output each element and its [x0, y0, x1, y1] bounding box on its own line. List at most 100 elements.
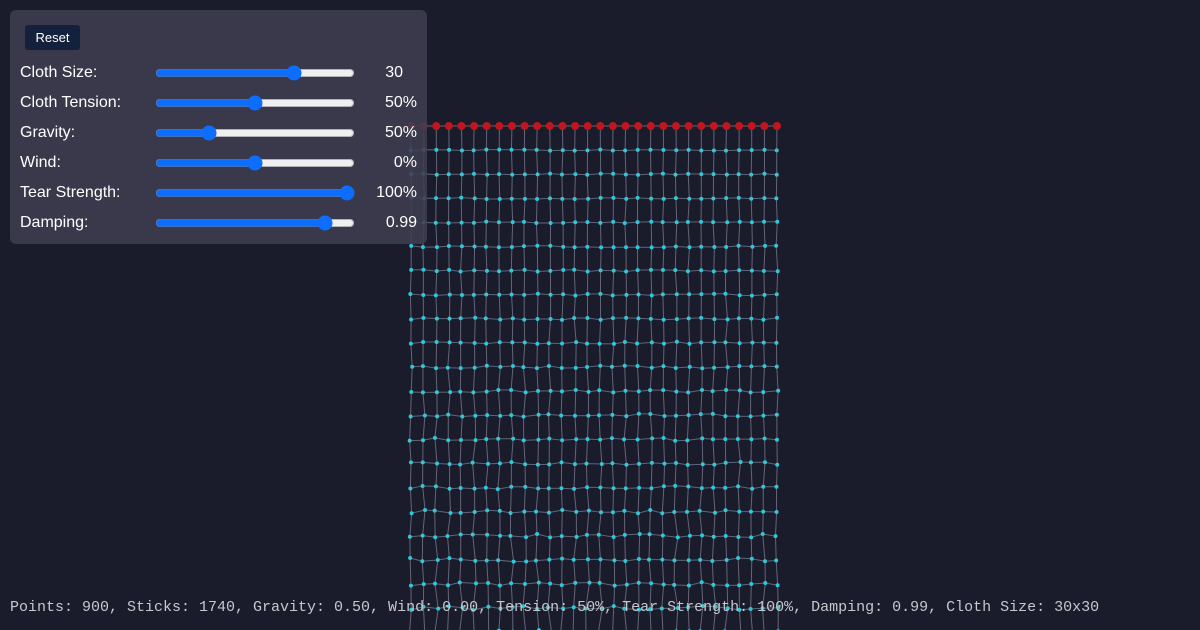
cloth-point	[409, 267, 414, 272]
cloth-point	[533, 558, 538, 563]
cloth-point	[460, 605, 465, 610]
stick	[714, 366, 728, 369]
stick	[651, 462, 665, 465]
stick	[511, 269, 525, 272]
control-panel: Reset Cloth Size: 30 Cloth Tension: 50% …	[10, 10, 427, 244]
cloth-point	[725, 220, 730, 225]
cloth-point	[473, 315, 478, 320]
stick	[548, 318, 552, 344]
cloth-point	[761, 317, 766, 322]
cloth-point	[636, 607, 641, 612]
stick	[472, 462, 489, 465]
cloth-point	[585, 148, 590, 153]
stick	[410, 485, 423, 490]
cloth-point	[458, 557, 463, 562]
slider[interactable]	[155, 155, 355, 171]
slider[interactable]	[155, 125, 355, 141]
cloth-point	[598, 317, 603, 322]
cloth-point	[610, 412, 615, 417]
cloth-point	[762, 219, 767, 224]
stick	[675, 245, 690, 248]
cloth-point	[774, 484, 779, 489]
stick	[637, 609, 640, 630]
pinned-point	[684, 122, 693, 130]
cloth-point	[432, 581, 437, 586]
slider[interactable]	[155, 215, 355, 231]
stick	[472, 606, 489, 611]
stick	[411, 509, 426, 514]
cloth-point	[485, 413, 490, 418]
reset-button[interactable]: Reset	[25, 25, 80, 50]
stick	[649, 509, 651, 535]
stick	[498, 198, 501, 223]
stick	[536, 533, 551, 538]
stick	[637, 197, 652, 200]
stick	[560, 415, 563, 441]
cloth-point	[407, 534, 412, 539]
cloth-point	[660, 220, 665, 225]
stick	[724, 342, 729, 368]
cloth-point	[408, 583, 413, 588]
cloth-point	[636, 580, 641, 585]
cloth-point	[749, 268, 754, 273]
cloth-point	[774, 509, 779, 514]
stick	[751, 222, 753, 247]
cloth-point	[650, 436, 655, 441]
stick	[459, 559, 462, 583]
stick	[423, 606, 439, 610]
stick	[459, 440, 462, 465]
stick	[423, 269, 437, 272]
cloth-point	[673, 268, 678, 273]
stick	[511, 414, 524, 418]
cloth-point	[624, 196, 629, 201]
cloth-point	[598, 268, 603, 273]
cloth-point	[548, 196, 553, 201]
stick	[775, 560, 779, 586]
stick	[524, 582, 539, 585]
cloth-point	[421, 315, 426, 320]
stick	[600, 247, 602, 271]
stick	[449, 488, 451, 514]
cloth-point	[635, 245, 640, 250]
stick	[434, 583, 439, 609]
stick	[449, 149, 462, 152]
cloth-point	[548, 243, 553, 248]
cloth-point	[484, 558, 489, 563]
slider[interactable]	[155, 65, 355, 81]
stick	[409, 535, 423, 538]
cloth-point	[697, 508, 702, 513]
cloth-point	[458, 316, 463, 321]
cloth-point	[711, 172, 716, 177]
cloth-point	[723, 485, 728, 490]
stick	[637, 413, 640, 440]
stick	[409, 558, 412, 586]
stick	[677, 535, 690, 538]
cloth-point	[560, 341, 565, 346]
cloth-point	[586, 508, 591, 513]
slider[interactable]	[155, 95, 355, 111]
stick	[762, 366, 765, 393]
stick	[511, 294, 514, 319]
cloth-point	[496, 387, 501, 392]
cloth-point	[637, 485, 642, 490]
stick	[474, 560, 477, 584]
cloth-point	[587, 580, 592, 585]
cloth-point	[737, 148, 742, 153]
stick	[725, 461, 741, 464]
stick	[498, 174, 501, 199]
stick	[598, 534, 601, 560]
stick	[687, 198, 690, 223]
stick	[523, 319, 526, 343]
cloth-point	[674, 148, 679, 153]
cloth-point	[761, 340, 766, 345]
cloth-point	[510, 604, 515, 609]
cloth-point	[711, 534, 716, 539]
stick	[661, 584, 665, 609]
stick	[688, 485, 702, 489]
slider[interactable]	[155, 185, 355, 201]
stick	[623, 584, 628, 609]
cloth-point	[534, 220, 539, 225]
stick	[737, 438, 742, 463]
cloth-point	[698, 557, 703, 562]
cloth-point	[649, 245, 654, 250]
